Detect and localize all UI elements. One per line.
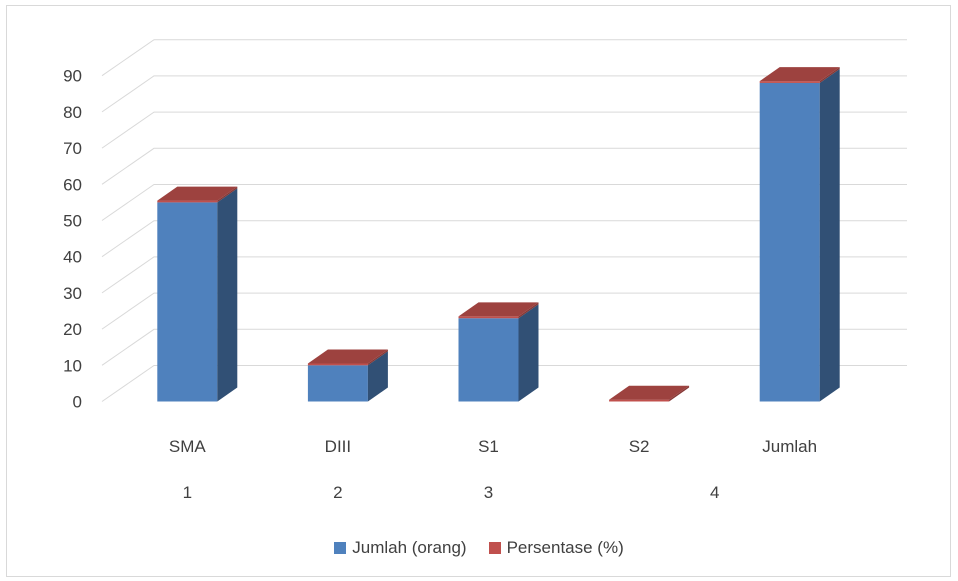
y-tick-label: 30 xyxy=(63,284,82,303)
legend-item-persentase: Persentase (%) xyxy=(488,538,624,558)
bar-persentase-top xyxy=(609,385,690,400)
gridline xyxy=(101,220,907,258)
gridline xyxy=(101,147,907,185)
legend-label-persentase: Persentase (%) xyxy=(506,538,624,557)
bar-persentase-top xyxy=(157,186,238,201)
x-tick-label: DIII xyxy=(325,437,351,456)
legend-item-jumlah: Jumlah (orang) xyxy=(334,538,467,558)
gridline xyxy=(101,184,907,221)
bar-persentase xyxy=(759,81,820,83)
bar-jumlah xyxy=(458,318,519,402)
x-group-label: 3 xyxy=(484,483,493,502)
bar-persentase xyxy=(307,363,368,366)
bar-persentase-side xyxy=(367,349,388,366)
y-tick-label: 40 xyxy=(63,248,82,267)
y-tick-label: 20 xyxy=(63,320,82,339)
bar-jumlah xyxy=(307,365,368,402)
y-tick-label: 90 xyxy=(63,67,82,86)
bar-persentase xyxy=(458,316,519,319)
legend-swatch-jumlah xyxy=(334,542,347,554)
gridline xyxy=(101,365,907,402)
legend-swatch-persentase xyxy=(488,542,501,554)
bar-persentase-top xyxy=(759,67,840,82)
bar-persentase-side xyxy=(669,385,690,402)
bar-persentase-side xyxy=(819,67,840,83)
bar-jumlah-side xyxy=(367,351,388,402)
y-tick-label: 50 xyxy=(63,212,82,231)
bar-persentase-side xyxy=(518,302,539,319)
bar-jumlah xyxy=(759,82,820,402)
gridline xyxy=(101,111,907,149)
y-tick-label: 80 xyxy=(63,103,82,122)
bar-jumlah xyxy=(157,202,218,402)
gridline xyxy=(101,39,907,77)
bar-persentase-top xyxy=(307,349,388,364)
legend-label-jumlah: Jumlah (orang) xyxy=(352,538,467,557)
x-group-label: 4 xyxy=(710,483,719,502)
x-group-label: 2 xyxy=(333,483,342,502)
gridline xyxy=(101,292,907,330)
x-group-label: 1 xyxy=(183,483,192,502)
x-tick-label: S1 xyxy=(478,437,499,456)
x-tick-label: S2 xyxy=(629,437,650,456)
bar-jumlah-side xyxy=(819,68,840,402)
legend: Jumlah (orang) Persentase (%) xyxy=(0,538,958,558)
bar-jumlah-side xyxy=(217,188,238,402)
y-tick-label: 70 xyxy=(63,139,82,158)
y-tick-label: 60 xyxy=(63,175,82,194)
y-tick-label: 0 xyxy=(73,393,82,412)
x-tick-label: Jumlah xyxy=(762,437,817,456)
gridline xyxy=(101,256,907,294)
bar-persentase-top xyxy=(458,302,539,317)
gridline xyxy=(101,328,907,366)
bar-persentase-side xyxy=(217,186,238,203)
bar-persentase xyxy=(609,399,670,402)
bar-persentase xyxy=(157,200,218,203)
y-tick-label: 10 xyxy=(63,356,82,375)
gridline xyxy=(101,75,907,113)
x-tick-label: SMA xyxy=(169,437,207,456)
bar-jumlah-side xyxy=(518,304,539,402)
